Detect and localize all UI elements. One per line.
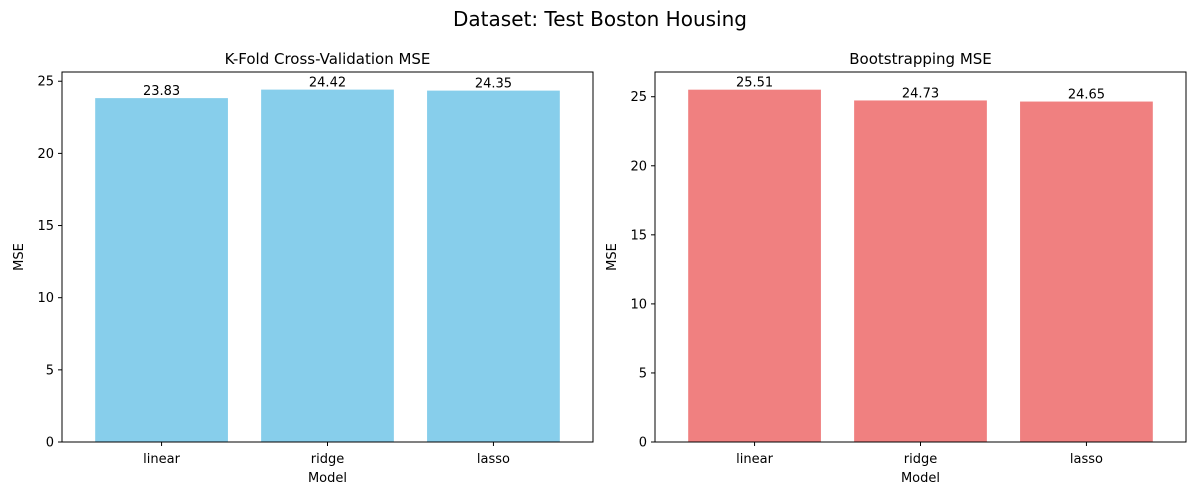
x-tick-label-linear: linear bbox=[736, 452, 773, 467]
bar-lasso bbox=[1020, 101, 1153, 443]
y-tick-label: 0 bbox=[46, 436, 54, 451]
y-axis-label: MSE bbox=[12, 243, 27, 271]
x-tick-label-lasso: lasso bbox=[477, 452, 510, 467]
x-tick-label-ridge: ridge bbox=[311, 452, 344, 467]
value-label-linear: 25.51 bbox=[736, 76, 773, 91]
y-tick-label: 25 bbox=[630, 90, 647, 105]
value-label-lasso: 24.35 bbox=[475, 77, 512, 92]
chart-title: K-Fold Cross-Validation MSE bbox=[225, 50, 431, 68]
value-label-lasso: 24.65 bbox=[1068, 88, 1105, 103]
figure-title: Dataset: Test Boston Housing bbox=[453, 7, 747, 31]
bar-linear bbox=[688, 89, 821, 443]
y-tick-label: 20 bbox=[37, 147, 54, 162]
bar-lasso bbox=[427, 90, 560, 442]
y-tick-label: 5 bbox=[639, 366, 647, 381]
chart-panel-1: 23.83 24.42 24.35 0 5 10 15 20 25 linear ridge lass… bbox=[12, 50, 594, 486]
x-tick-label-lasso: lasso bbox=[1070, 452, 1103, 467]
y-tick-label: 10 bbox=[630, 297, 647, 312]
x-axis-label: Model bbox=[901, 471, 940, 486]
y-tick-label: 10 bbox=[37, 291, 54, 306]
y-tick-label: 25 bbox=[37, 75, 54, 90]
x-tick-label-ridge: ridge bbox=[904, 452, 937, 467]
value-label-ridge: 24.73 bbox=[902, 86, 939, 101]
y-tick-label: 0 bbox=[639, 436, 647, 451]
bar-ridge bbox=[854, 100, 987, 442]
value-label-linear: 23.83 bbox=[143, 84, 180, 99]
x-tick-label-linear: linear bbox=[143, 452, 180, 467]
y-tick-label: 15 bbox=[630, 228, 647, 243]
y-tick-label: 15 bbox=[37, 219, 54, 234]
bar-linear bbox=[95, 98, 228, 442]
value-label-ridge: 24.42 bbox=[309, 76, 346, 91]
chart-panel-2: 25.51 24.73 24.65 0 5 10 15 20 25 linear ridge lass… bbox=[605, 50, 1187, 486]
chart-title: Bootstrapping MSE bbox=[849, 50, 992, 68]
x-axis-label: Model bbox=[308, 471, 347, 486]
y-axis-label: MSE bbox=[605, 243, 620, 271]
y-tick-label: 20 bbox=[630, 159, 647, 174]
y-tick-label: 5 bbox=[46, 363, 54, 378]
bar-ridge bbox=[261, 89, 394, 443]
